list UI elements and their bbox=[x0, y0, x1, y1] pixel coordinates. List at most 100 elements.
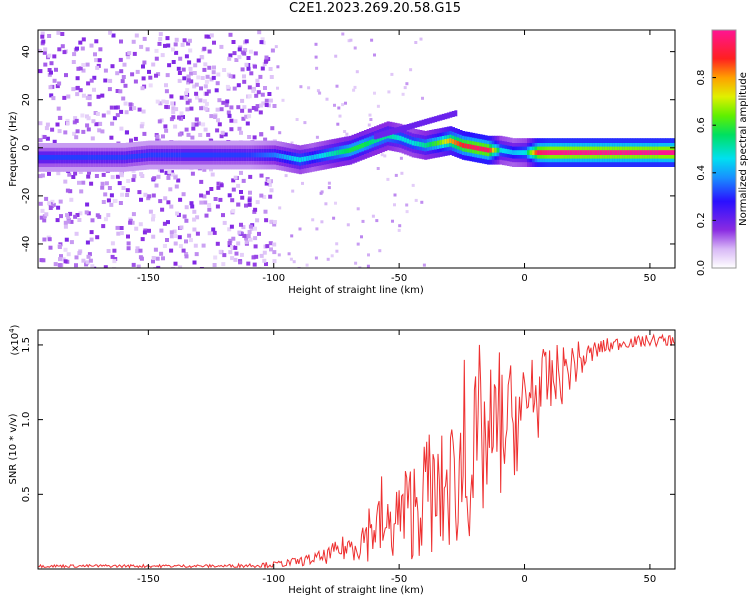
heatmap-noise-cell bbox=[179, 116, 184, 121]
heatmap-noise-cell bbox=[137, 107, 142, 112]
heatmap-noise-cell bbox=[394, 173, 398, 177]
heatmap-noise-cell bbox=[206, 34, 211, 39]
heatmap-noise-cell bbox=[207, 231, 212, 236]
heatmap-ridge-cell bbox=[175, 152, 180, 158]
heatmap-noise-cell bbox=[191, 126, 196, 131]
heatmap-noise-cell bbox=[259, 103, 264, 108]
heatmap-noise-cell bbox=[325, 97, 329, 101]
heatmap-noise-cell bbox=[225, 84, 230, 89]
heatmap-ridge-cell bbox=[70, 155, 74, 160]
heatmap-ridge-cell bbox=[98, 155, 102, 160]
heatmap-noise-cell bbox=[272, 220, 277, 224]
heatmap-noise-cell bbox=[268, 194, 273, 199]
heatmap-noise-cell bbox=[299, 85, 303, 89]
heatmap-branch-cell bbox=[379, 131, 383, 138]
heatmap-noise-cell bbox=[87, 170, 91, 175]
heatmap-ridge-cell bbox=[587, 150, 591, 155]
heatmap-noise-cell bbox=[219, 107, 224, 112]
heatmap-noise-cell bbox=[71, 87, 76, 92]
heatmap-noise-cell bbox=[207, 203, 212, 207]
heatmap-noise-cell bbox=[242, 51, 247, 56]
heatmap-noise-cell bbox=[376, 167, 380, 170]
heatmap-noise-cell bbox=[89, 43, 94, 48]
heatmap-noise-cell bbox=[78, 211, 83, 216]
heatmap-noise-cell bbox=[112, 116, 117, 121]
heatmap-noise-cell bbox=[186, 78, 191, 83]
heatmap-noise-cell bbox=[223, 132, 228, 137]
heatmap-noise-cell bbox=[264, 55, 269, 60]
heatmap-ridge-cell bbox=[186, 152, 190, 158]
heatmap-noise-cell bbox=[324, 202, 328, 206]
heatmap-ridge-cell bbox=[509, 149, 513, 155]
heatmap-noise-cell bbox=[335, 84, 339, 88]
heatmap-noise-cell bbox=[201, 122, 206, 127]
heatmap-noise-cell bbox=[269, 188, 274, 193]
heatmap-noise-cell bbox=[206, 132, 211, 137]
heatmap-noise-cell bbox=[92, 87, 96, 92]
heatmap-ridge-cell bbox=[486, 147, 491, 153]
heatmap-ridge-cell bbox=[572, 150, 576, 155]
heatmap-noise-cell bbox=[291, 189, 295, 193]
heatmap-ridge-cell bbox=[604, 150, 608, 155]
heatmap-noise-cell bbox=[327, 181, 331, 185]
heatmap-noise-cell bbox=[129, 138, 133, 143]
heatmap-noise-cell bbox=[276, 86, 279, 90]
heatmap-ridge-cell bbox=[349, 147, 353, 153]
heatmap-noise-cell bbox=[151, 259, 155, 264]
spectrogram-frame bbox=[37, 29, 676, 269]
y-tick-label: 0 bbox=[21, 145, 32, 151]
heatmap-noise-cell bbox=[52, 78, 57, 83]
heatmap-noise-cell bbox=[367, 123, 371, 127]
heatmap-noise-cell bbox=[315, 135, 319, 139]
heatmap-ridge-cell bbox=[577, 150, 581, 155]
heatmap-noise-cell bbox=[120, 192, 125, 197]
heatmap-ridge-cell bbox=[261, 152, 265, 158]
heatmap-noise-cell bbox=[244, 240, 249, 245]
heatmap-noise-cell bbox=[375, 219, 379, 223]
heatmap-noise-cell bbox=[186, 132, 191, 137]
heatmap-noise-cell bbox=[130, 220, 135, 225]
heatmap-ridge-cell bbox=[634, 150, 639, 155]
heatmap-ridge-cell bbox=[251, 152, 255, 158]
heatmap-branch-cell bbox=[409, 123, 413, 130]
heatmap-noise-cell bbox=[74, 118, 79, 123]
heatmap-noise-cell bbox=[173, 124, 178, 129]
heatmap-ridge-cell bbox=[311, 155, 315, 160]
heatmap-ridge-cell bbox=[233, 152, 237, 158]
heatmap-ridge-cell bbox=[504, 148, 508, 154]
heatmap-noise-cell bbox=[116, 231, 121, 236]
heatmap-ridge-cell bbox=[381, 135, 385, 141]
heatmap-noise-cell bbox=[126, 179, 131, 183]
heatmap-ridge-cell bbox=[394, 134, 398, 140]
heatmap-noise-cell bbox=[195, 215, 200, 220]
heatmap-noise-cell bbox=[77, 180, 81, 185]
heatmap-noise-cell bbox=[147, 194, 152, 199]
heatmap-ridge-cell bbox=[178, 152, 182, 158]
heatmap-noise-cell bbox=[187, 233, 192, 238]
heatmap-noise-cell bbox=[94, 58, 99, 63]
heatmap-noise-cell bbox=[187, 38, 192, 43]
heatmap-ridge-cell bbox=[612, 150, 616, 155]
heatmap-ridge-cell bbox=[241, 152, 245, 158]
heatmap-noise-cell bbox=[252, 135, 257, 140]
heatmap-ridge-cell bbox=[148, 152, 152, 158]
colorbar-frame bbox=[711, 29, 737, 269]
heatmap-noise-cell bbox=[278, 206, 282, 210]
heatmap-ridge-cell bbox=[534, 150, 538, 155]
heatmap-noise-cell bbox=[240, 195, 245, 200]
heatmap-noise-cell bbox=[201, 243, 206, 248]
heatmap-noise-cell bbox=[86, 174, 91, 179]
heatmap-noise-cell bbox=[231, 187, 236, 192]
heatmap-noise-cell bbox=[199, 106, 204, 111]
heatmap-noise-cell bbox=[158, 101, 163, 106]
heatmap-noise-cell bbox=[140, 237, 145, 242]
heatmap-ridge-cell bbox=[80, 155, 84, 160]
heatmap-noise-cell bbox=[240, 67, 245, 72]
heatmap-ridge-cell bbox=[105, 155, 109, 160]
heatmap-noise-cell bbox=[257, 30, 262, 35]
heatmap-noise-cell bbox=[236, 105, 241, 110]
heatmap-noise-cell bbox=[237, 47, 242, 52]
heatmap-ridge-cell bbox=[589, 150, 593, 155]
heatmap-noise-cell bbox=[66, 219, 71, 224]
